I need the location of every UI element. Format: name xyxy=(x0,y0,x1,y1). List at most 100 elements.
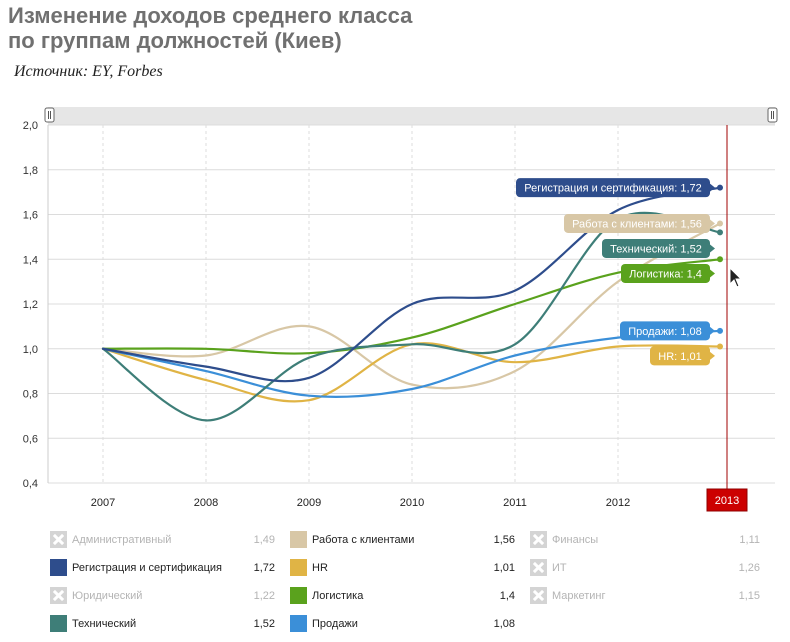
legend-value: 1,08 xyxy=(493,618,515,630)
year-cursor-badge[interactable] xyxy=(706,488,748,512)
navigator-track[interactable] xyxy=(48,107,775,125)
legend-swatch[interactable] xyxy=(290,615,307,632)
legend-value: 1,22 xyxy=(253,590,275,602)
navigator-handle-left[interactable] xyxy=(44,107,55,123)
series-line-продажи[interactable] xyxy=(101,329,722,398)
tooltip-продажи: Продажи: 1,08 xyxy=(620,321,715,341)
series-point-hr[interactable] xyxy=(717,343,723,350)
chart-title: Изменение доходов среднего класса по гру… xyxy=(8,3,528,53)
legend-disabled-x-icon[interactable] xyxy=(50,531,67,548)
legend-label: Регистрация и сертификация xyxy=(72,562,223,574)
legend-disabled-x-icon[interactable] xyxy=(530,587,547,604)
tooltip-label: Логистика: 1,4 xyxy=(629,268,702,280)
legend-disabled-x-icon[interactable] xyxy=(530,531,547,548)
legend-item-ит[interactable]: ИТ 1,26 xyxy=(530,558,760,578)
tooltip-arrow xyxy=(710,244,715,253)
y-tick-label: 1,6 xyxy=(23,210,38,222)
legend-label: ИТ xyxy=(552,562,567,574)
x-tick-label: 2011 xyxy=(503,497,527,509)
legend-label: Административный xyxy=(72,534,172,546)
legend-label: Логистика xyxy=(312,590,364,602)
x-tick-label: 2008 xyxy=(194,497,218,509)
chart-title-line-1: Изменение доходов среднего класса xyxy=(8,3,413,28)
series-point-работа-с-клиентами[interactable] xyxy=(717,220,723,227)
navigator-handle-left-body[interactable] xyxy=(44,107,55,123)
line-chart: 0,4 0,6 0,8 1,0 1,2 1,4 1,6 1,8 2,0 2007 2008 2009… xyxy=(23,107,778,512)
legend-disabled-x-icon[interactable] xyxy=(50,587,67,604)
y-tick-label: 1,4 xyxy=(23,254,38,266)
legend-item-юридический[interactable]: Юридический 1,22 xyxy=(50,586,275,606)
tooltip-label: Технический: 1,52 xyxy=(610,243,702,255)
y-tick-label: 0,4 xyxy=(23,478,38,490)
legend-swatch[interactable] xyxy=(290,559,307,576)
series-point-технический[interactable] xyxy=(717,229,723,236)
legend-label: HR xyxy=(312,562,328,574)
legend-value: 1,4 xyxy=(499,590,515,602)
legend-disabled-x-icon[interactable] xyxy=(530,559,547,576)
legend-label: Технический xyxy=(72,618,137,630)
tooltip-arrow xyxy=(710,269,715,278)
tooltip-label: HR: 1,01 xyxy=(658,351,701,363)
y-tick-label: 1,0 xyxy=(23,344,38,356)
y-tick-label: 1,8 xyxy=(23,165,38,177)
legend-value: 1,72 xyxy=(253,562,275,574)
tooltip-технический: Технический: 1,52 xyxy=(602,238,715,258)
tooltip-arrow xyxy=(710,219,715,228)
legend-value: 1,15 xyxy=(738,590,760,602)
tooltip-box xyxy=(516,178,710,198)
legend-item-логистика[interactable]: Логистика 1,4 xyxy=(290,586,515,606)
series-line-регистрация-и-сертификация[interactable] xyxy=(101,186,722,383)
tooltip-arrow xyxy=(710,326,715,335)
tooltip-hr: HR: 1,01 xyxy=(650,346,715,366)
y-tick-label: 1,2 xyxy=(23,299,38,311)
legend-item-регистрация-и-сертификация[interactable]: Регистрация и сертификация 1,72 xyxy=(50,558,275,578)
y-tick-label: 0,8 xyxy=(23,389,38,401)
legend-swatch[interactable] xyxy=(290,531,307,548)
legend-item-технический[interactable]: Технический 1,52 xyxy=(50,614,275,634)
legend-swatch[interactable] xyxy=(290,587,307,604)
tooltip-box xyxy=(620,321,710,341)
legend-value: 1,52 xyxy=(253,618,275,630)
tooltip-label: Регистрация и сертификация: 1,72 xyxy=(524,183,702,195)
navigator-handle-right-body[interactable] xyxy=(767,107,778,123)
range-navigator[interactable] xyxy=(44,107,778,125)
y-tick-label: 2,0 xyxy=(23,120,38,132)
series-line-работа-с-клиентами[interactable] xyxy=(101,222,722,390)
x-tick-label: 2010 xyxy=(400,497,424,509)
legend-item-маркетинг[interactable]: Маркетинг 1,15 xyxy=(530,586,760,606)
tooltip-label: Работа с клиентами: 1,56 xyxy=(572,218,702,230)
tooltip-layer: Регистрация и сертификация: 1,72 Работа с… xyxy=(516,178,715,366)
x-tick-label: 2009 xyxy=(297,497,321,509)
legend-swatch[interactable] xyxy=(50,615,67,632)
x-axis: 2007 2008 2009 2010 2011 2012 xyxy=(91,497,630,509)
chart-legend: Административный 1,49 Регистрация и сертиф… xyxy=(50,530,770,642)
legend-item-административный[interactable]: Административный 1,49 xyxy=(50,530,275,550)
x-tick-label: 2012 xyxy=(606,497,630,509)
legend-item-работа-с-клиентами[interactable]: Работа с клиентами 1,56 xyxy=(290,530,515,550)
chart-title-line-2: по группам должностей (Киев) xyxy=(8,28,342,53)
legend-item-продажи[interactable]: Продажи 1,08 xyxy=(290,614,515,634)
navigator-handle-right[interactable] xyxy=(767,107,778,123)
tooltip-arrow xyxy=(710,183,715,192)
legend-swatch[interactable] xyxy=(50,559,67,576)
legend-label: Маркетинг xyxy=(552,590,606,602)
legend-value: 1,01 xyxy=(493,562,515,574)
series-point-регистрация-и-сертификация[interactable] xyxy=(717,184,723,191)
legend-value: 1,49 xyxy=(253,534,275,546)
tooltip-box xyxy=(650,346,710,366)
tooltip-arrow xyxy=(710,351,715,360)
year-cursor-label: 2013 xyxy=(715,495,739,507)
tooltip-работа-с-клиентами: Работа с клиентами: 1,56 xyxy=(564,213,715,233)
tooltip-label: Продажи: 1,08 xyxy=(628,326,701,338)
series-point-логистика[interactable] xyxy=(717,256,723,263)
legend-value: 1,11 xyxy=(739,534,760,546)
cursor-arrow-icon xyxy=(729,266,743,288)
series-line-логистика[interactable] xyxy=(101,258,722,355)
legend-value: 1,26 xyxy=(738,562,760,574)
legend-label: Финансы xyxy=(552,534,599,546)
series-point-продажи[interactable] xyxy=(717,327,723,334)
y-tick-label: 0,6 xyxy=(23,433,38,445)
legend-item-hr[interactable]: HR 1,01 xyxy=(290,558,515,578)
tooltip-логистика: Логистика: 1,4 xyxy=(621,263,715,283)
legend-item-финансы[interactable]: Финансы 1,11 xyxy=(530,530,760,550)
